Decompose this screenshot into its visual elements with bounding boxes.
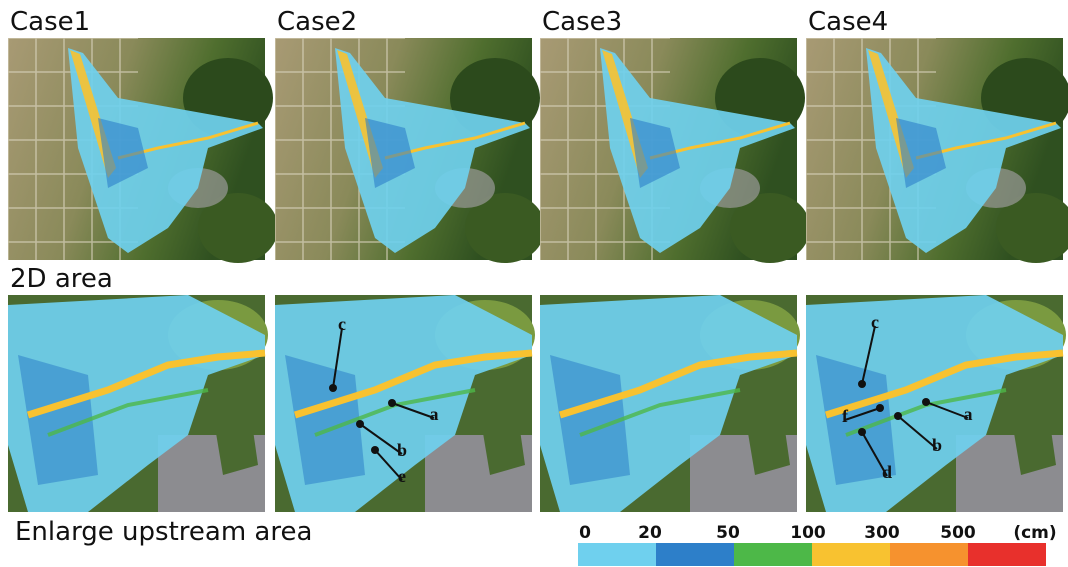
case-title: Case3: [542, 7, 622, 37]
legend-tick: 20: [638, 523, 662, 543]
legend-tick: 0: [579, 523, 591, 543]
marker-dot: [858, 428, 866, 436]
figure: Case1 Case2 Case3 Case4 2D area Enlarge upstr…: [0, 0, 1068, 567]
flood-map-bottom: [8, 295, 268, 512]
case-title: Case2: [277, 7, 357, 37]
legend-swatch: [656, 543, 734, 566]
row-label: 2D area: [10, 264, 113, 294]
annotation-label: b: [932, 435, 942, 455]
flood-map-top: [8, 38, 278, 263]
annotation-label: a: [964, 404, 973, 424]
legend-tick: 300: [864, 523, 900, 543]
flood-map-bottom: [806, 295, 1066, 512]
annotation-label: b: [397, 440, 407, 460]
legend-swatch: [734, 543, 812, 566]
marker-dot: [356, 420, 364, 428]
legend-unit: (cm): [1013, 523, 1056, 543]
annotation-label: f: [842, 406, 849, 426]
annotation-label: d: [882, 462, 892, 482]
marker-dot: [858, 380, 866, 388]
marker-dot: [922, 398, 930, 406]
marker-dot: [894, 412, 902, 420]
legend-tick: 100: [790, 523, 826, 543]
flood-map-top: [275, 38, 545, 263]
row-label: Enlarge upstream area: [15, 517, 312, 547]
legend-swatch: [890, 543, 968, 566]
legend-swatch: [578, 543, 656, 566]
legend-swatch: [812, 543, 890, 566]
marker-dot: [371, 446, 379, 454]
marker-dot: [876, 404, 884, 412]
annotation-label: c: [871, 312, 879, 332]
flood-map-bottom: [540, 295, 800, 512]
marker-dot: [388, 399, 396, 407]
legend-swatch: [968, 543, 1046, 566]
annotation-label: a: [430, 404, 439, 424]
legend-tick: 500: [940, 523, 976, 543]
legend-tick: 50: [716, 523, 740, 543]
marker-dot: [329, 384, 337, 392]
flood-map-top: [540, 38, 810, 263]
case-title: Case4: [808, 7, 888, 37]
flood-map-top: [806, 38, 1068, 263]
annotation-label: c: [338, 314, 346, 334]
case-title: Case1: [10, 7, 90, 37]
annotation-label: e: [398, 466, 406, 486]
